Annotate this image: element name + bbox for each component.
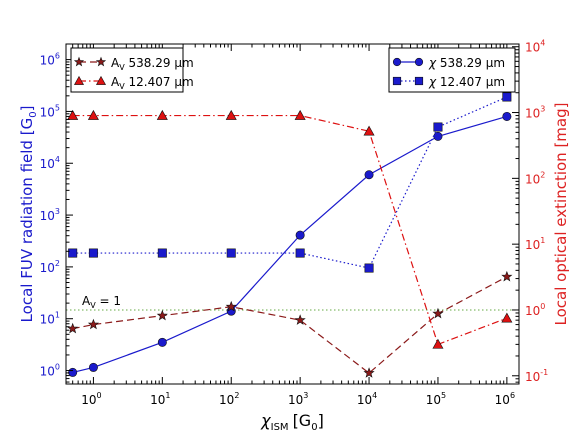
data-point-star [432,307,444,319]
x-tick-label: 100 [81,391,101,407]
data-point-square [502,92,512,102]
data-point-circle [157,337,167,347]
legend-entry-label: AV 538.29 μm [111,56,194,72]
legend-marker-star [73,56,85,67]
right-y-axis-label: Local optical extinction [mag] [552,103,570,326]
right-tick-label: 102 [525,170,545,186]
left-tick-label: 100 [40,363,60,379]
data-point-square [295,248,305,258]
legend-marker-triangle [95,75,107,85]
legend-marker-circle [392,57,402,67]
legend-marker-circle [414,57,424,67]
left-tick-label: 103 [40,207,60,223]
data-point-square [88,248,98,258]
data-point-star [363,367,375,378]
left-tick-label: 101 [40,311,60,327]
x-tick-label: 102 [219,391,239,407]
data-point-square [68,248,78,258]
x-tick-label: 104 [357,391,377,407]
data-point-circle [502,111,512,121]
data-point-triangle [156,109,168,120]
series-line-triangle [72,114,508,346]
data-point-star [294,314,306,325]
data-point-star [501,270,513,282]
reference-line-label: AV = 1 [82,294,121,310]
data-point-star [156,309,168,321]
svg-text:AV = 1: AV = 1 [82,294,121,310]
data-point-circle [433,131,443,141]
right-tick-label: 100 [525,302,545,318]
data-point-circle [68,367,78,377]
data-point-triangle [501,312,513,323]
left-tick-label: 104 [40,155,60,171]
data-point-circle [88,362,98,372]
data-point-square [157,248,167,258]
data-point-star [225,300,237,312]
data-point-triangle [294,109,306,120]
series-line-star [72,276,508,374]
legend-entry-label: χ 12.407 μm [428,75,505,89]
right-tick-label: 101 [525,236,545,252]
plot-frame [65,43,520,385]
data-point-triangle [432,338,444,349]
legend-marker-triangle [73,75,85,85]
data-point-square [226,248,236,258]
legend-marker-star [95,56,107,67]
data-point-circle [364,170,374,180]
left-tick-label: 106 [40,52,60,68]
right-tick-label: 104 [525,39,545,55]
right-tick-label: 10-1 [525,368,548,384]
legend-entry-label: AV 12.407 μm [111,75,194,91]
left-tick-label: 105 [40,103,60,119]
data-point-triangle [363,125,375,136]
x-tick-label: 101 [150,391,170,407]
x-tick-label: 105 [426,391,446,407]
data-point-square [433,122,443,132]
legend-marker-square [392,76,402,86]
legend-marker-square [414,76,424,86]
right-tick-label: 103 [525,105,545,121]
legend-box [70,47,184,93]
data-point-circle [295,230,305,240]
series-line-square [72,96,508,269]
data-point-star [87,318,99,330]
legend-top-left: AV 538.29 μm AV 12.407 μm [70,47,194,93]
data-point-triangle [87,109,99,120]
series-line-circle [72,115,508,374]
legend-box [388,47,516,93]
data-point-square [364,263,374,273]
legend-entry-label: χ 538.29 μm [428,56,505,70]
data-point-star [67,322,79,334]
x-tick-label: 103 [288,391,308,407]
left-tick-label: 102 [40,259,60,275]
x-axis-label: χISM [G0] [260,411,324,432]
legend-top-right: χ 538.29 μm χ 12.407 μm [388,47,516,93]
data-point-triangle [67,109,79,120]
x-tick-label: 106 [495,391,515,407]
left-y-axis-label: Local FUV radiation field [G0] [18,106,39,323]
data-point-triangle [225,109,237,120]
